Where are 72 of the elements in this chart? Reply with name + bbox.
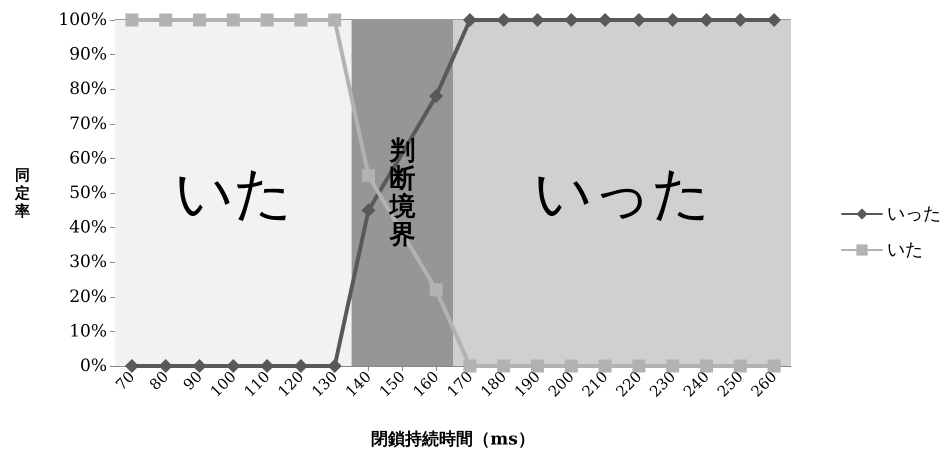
y-tick-label: 90% bbox=[69, 44, 107, 65]
point bbox=[564, 360, 578, 372]
point bbox=[462, 13, 477, 27]
y-tick-label: 30% bbox=[69, 252, 107, 272]
x-tick-label: 240 bbox=[680, 368, 713, 401]
point bbox=[226, 14, 240, 26]
x-tick-label: 250 bbox=[714, 368, 747, 401]
point bbox=[463, 360, 476, 372]
x-tick-label: 80 bbox=[146, 368, 172, 394]
y-tick-label: 100% bbox=[58, 10, 107, 30]
x-tick-label: 260 bbox=[748, 368, 780, 401]
point bbox=[666, 360, 680, 372]
y-tick-label: 80% bbox=[69, 79, 107, 100]
point bbox=[124, 359, 139, 373]
point bbox=[768, 360, 781, 372]
x-tick-label: 160 bbox=[410, 368, 442, 401]
point bbox=[192, 359, 206, 373]
point bbox=[159, 14, 172, 26]
x-tick-label: 130 bbox=[308, 368, 342, 401]
point bbox=[632, 360, 646, 372]
x-tick-label: 150 bbox=[376, 368, 409, 401]
point bbox=[496, 13, 511, 27]
band-label: いった bbox=[534, 159, 710, 227]
point bbox=[531, 360, 544, 372]
x-tick-label: 230 bbox=[646, 368, 680, 401]
band-label: 判断境界 bbox=[388, 136, 416, 250]
point bbox=[193, 14, 206, 26]
y-tick-label: 70% bbox=[69, 114, 107, 134]
x-tick-label: 120 bbox=[274, 368, 308, 401]
x-tick-label: 210 bbox=[578, 368, 612, 401]
point bbox=[666, 13, 680, 27]
point bbox=[362, 169, 375, 182]
point bbox=[700, 360, 713, 372]
point bbox=[429, 89, 444, 104]
point bbox=[362, 203, 376, 218]
y-tick-label: 50% bbox=[69, 183, 107, 203]
legend-label: いた bbox=[887, 240, 923, 260]
point bbox=[294, 14, 308, 26]
point bbox=[430, 283, 443, 296]
x-tick-label: 220 bbox=[612, 368, 646, 401]
x-tick-label: 90 bbox=[180, 368, 206, 394]
point bbox=[767, 13, 782, 27]
y-axis-title: 同定率 bbox=[14, 166, 30, 220]
x-tick-label: 110 bbox=[240, 368, 274, 401]
y-tick-label: 60% bbox=[69, 148, 107, 168]
point bbox=[598, 360, 612, 372]
point bbox=[260, 14, 274, 26]
point bbox=[564, 13, 578, 27]
point bbox=[733, 13, 748, 27]
point bbox=[328, 359, 342, 373]
x-axis-title: 閉鎖持続時間（ms） bbox=[371, 430, 535, 450]
point bbox=[328, 14, 342, 26]
band-label: いた bbox=[174, 159, 292, 227]
x-tick-label: 200 bbox=[544, 368, 578, 401]
point bbox=[530, 13, 544, 27]
point bbox=[158, 359, 173, 373]
y-tick-label: 0% bbox=[80, 356, 107, 376]
point bbox=[700, 13, 714, 27]
point bbox=[226, 359, 240, 373]
y-tick-label: 20% bbox=[69, 286, 107, 307]
y-tick-label: 10% bbox=[69, 321, 107, 342]
x-tick-label: 190 bbox=[510, 368, 544, 401]
point bbox=[497, 360, 510, 372]
point bbox=[125, 14, 138, 26]
y-tick-label: 40% bbox=[69, 218, 107, 238]
point bbox=[734, 360, 747, 372]
x-tick-label: 70 bbox=[112, 368, 138, 394]
legend-label: いった bbox=[887, 204, 941, 224]
x-tick-label: 140 bbox=[342, 368, 375, 401]
x-tick-label: 100 bbox=[206, 368, 240, 401]
x-tick-label: 180 bbox=[477, 368, 510, 401]
x-tick-label: 170 bbox=[443, 368, 476, 401]
